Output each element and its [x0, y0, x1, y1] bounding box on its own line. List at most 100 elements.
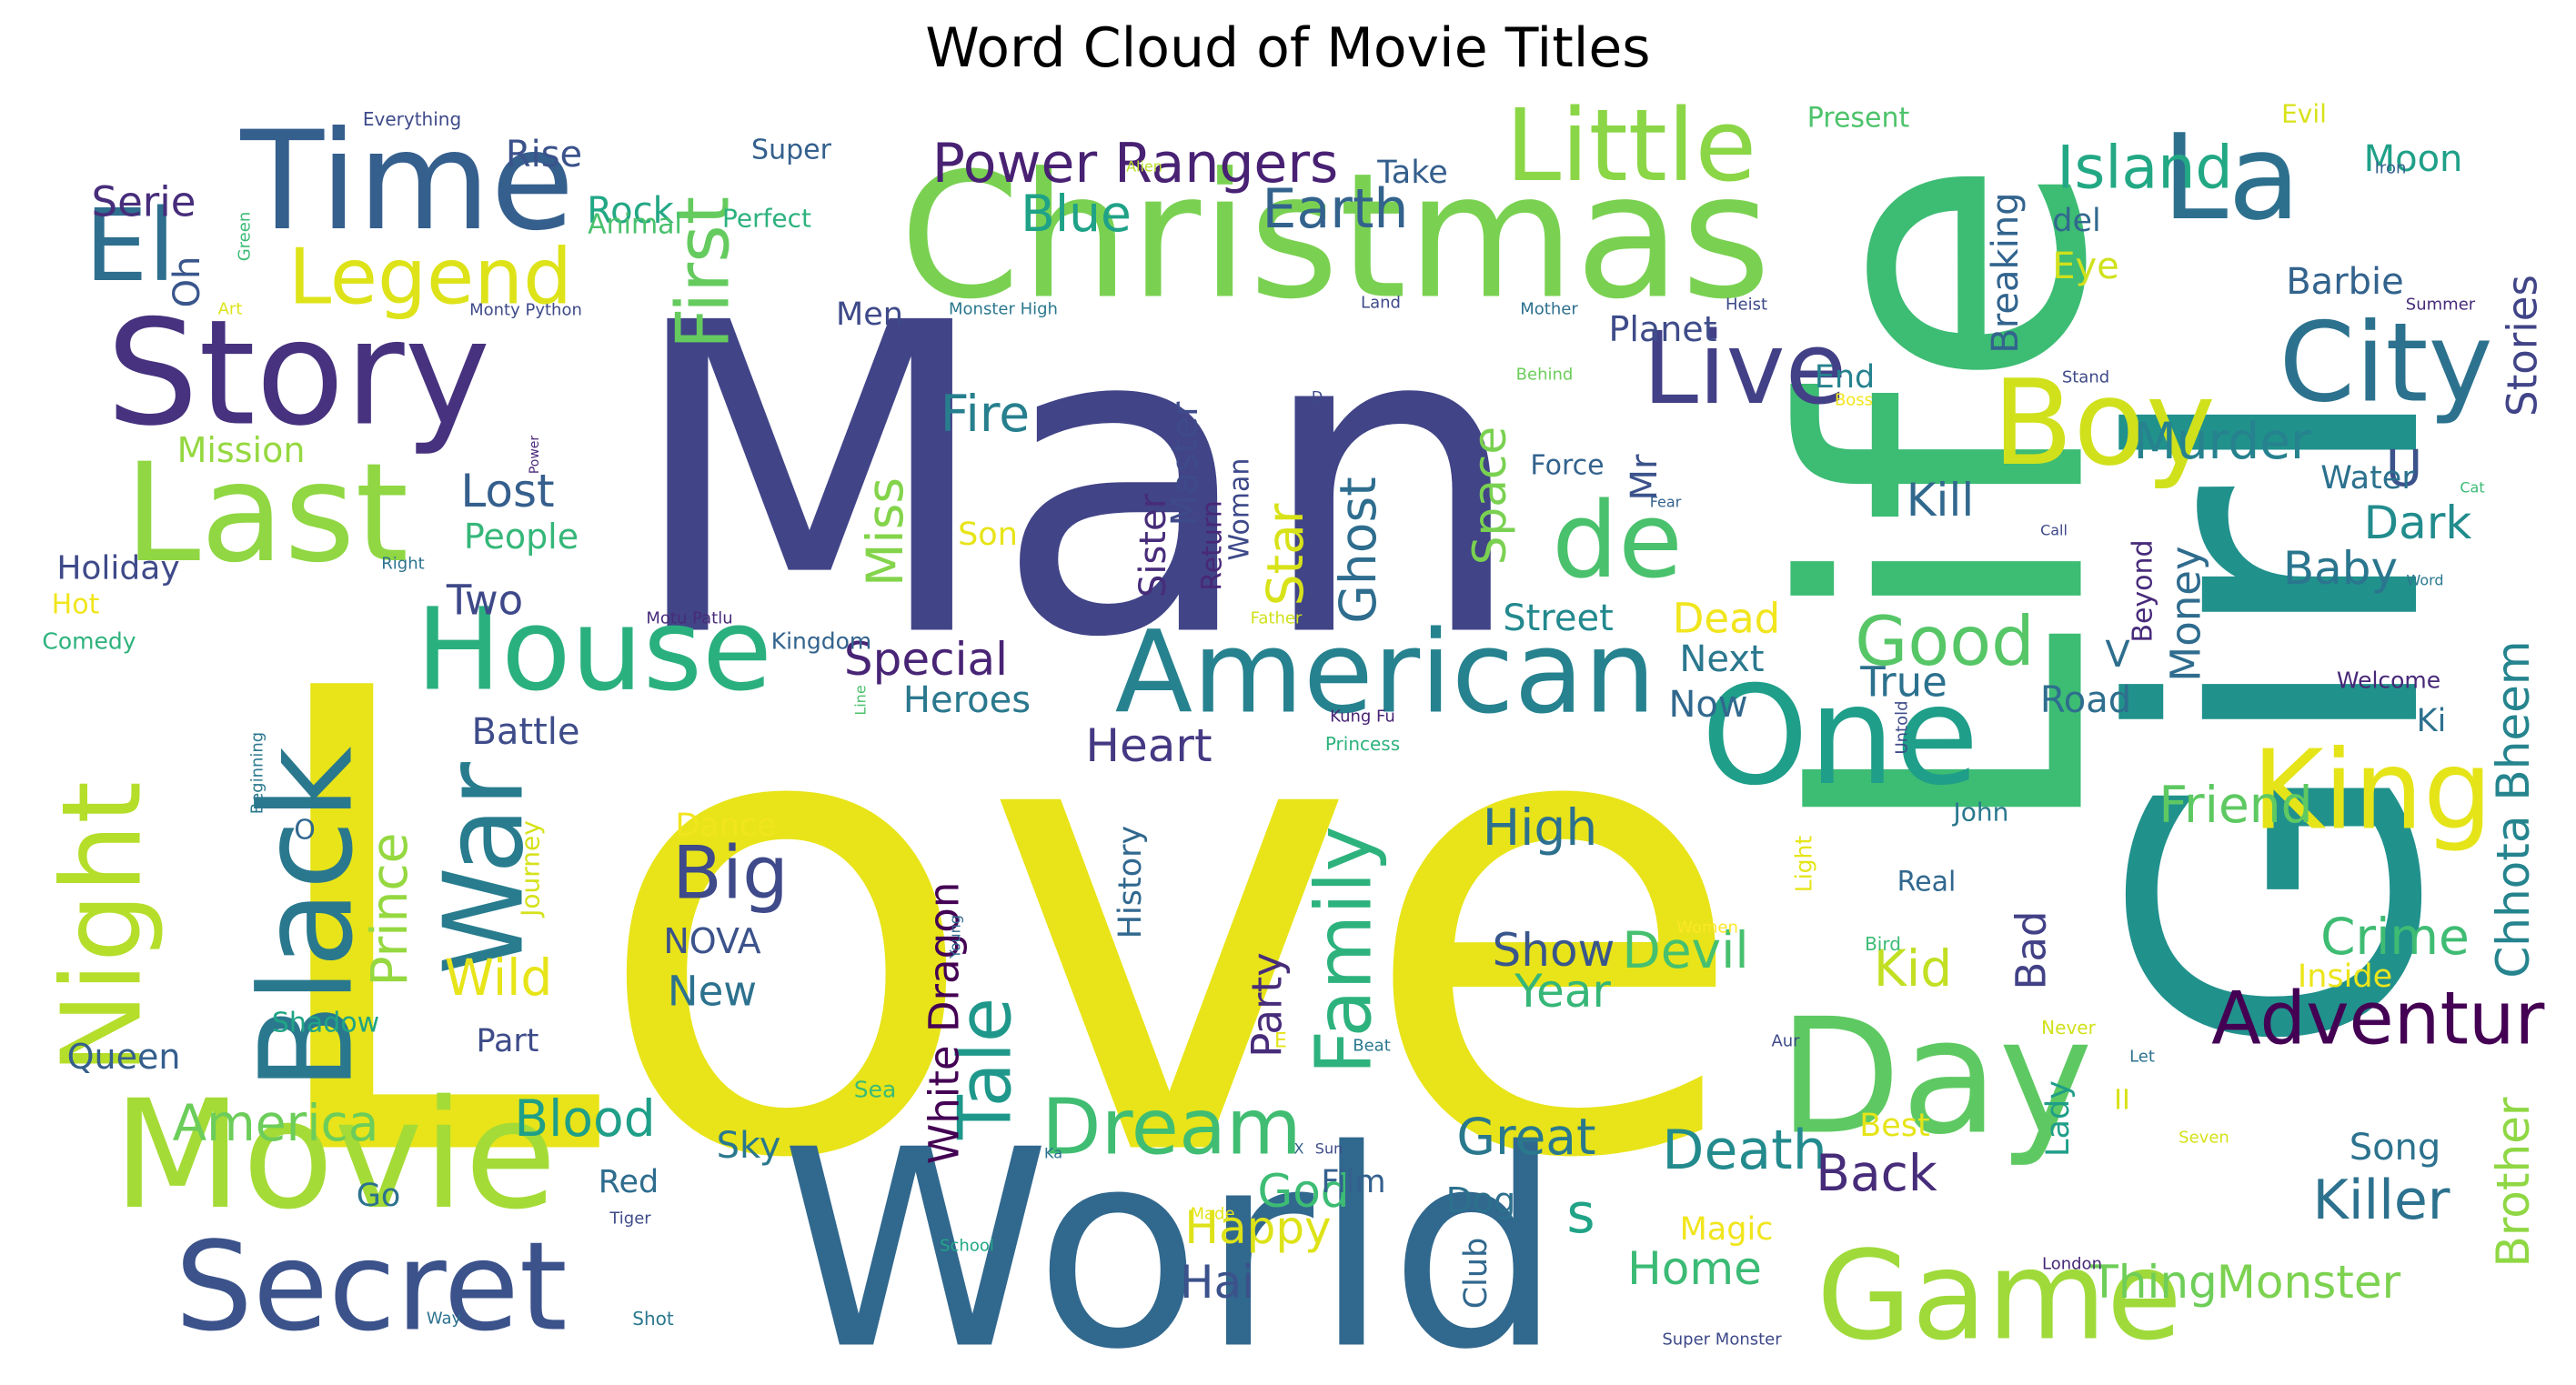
- word-red: Red: [599, 1164, 659, 1200]
- word-god: God: [1257, 1165, 1349, 1218]
- word-movie: Movie: [113, 1068, 557, 1242]
- word-back: Back: [1816, 1144, 1937, 1202]
- word-journey: Journey: [516, 820, 546, 918]
- word-iron: Iron: [2375, 159, 2407, 178]
- word-miss: Miss: [856, 477, 914, 587]
- word-inside: Inside: [2298, 958, 2392, 995]
- word-secret: Secret: [175, 1216, 568, 1359]
- word-animal: Animal: [588, 209, 682, 241]
- word-one: One: [1701, 657, 1978, 816]
- word-true: True: [1859, 658, 1947, 707]
- word-best: Best: [1859, 1108, 1930, 1144]
- word-murder: Murder: [2133, 412, 2311, 470]
- word-dead: Dead: [1673, 595, 1780, 643]
- word-earth: Earth: [1263, 177, 1409, 241]
- word-devil: Devil: [1622, 921, 1748, 979]
- word-love: Love: [248, 557, 1750, 1299]
- word-alien: Alien: [1126, 158, 1162, 176]
- word-big: Big: [672, 831, 789, 916]
- word-blue: Blue: [1021, 185, 1132, 243]
- word-o: O: [294, 815, 316, 847]
- word-battle: Battle: [471, 711, 579, 753]
- word-dark: Dark: [2364, 497, 2472, 549]
- word-man: Man: [625, 234, 1526, 731]
- word-mother: Mother: [1520, 300, 1578, 319]
- word-wild: Wild: [445, 948, 553, 1007]
- word-day: Day: [1778, 986, 2093, 1170]
- word-princess: Princess: [1325, 733, 1400, 755]
- word-heist: Heist: [1726, 296, 1767, 315]
- word-de: de: [1552, 480, 1683, 602]
- word-call: Call: [2040, 522, 2068, 539]
- word-history: History: [1112, 826, 1149, 939]
- word-lady: Lady: [2040, 1080, 2077, 1157]
- word-death: Death: [1662, 1119, 1826, 1182]
- word-game: Game: [1816, 1225, 2182, 1365]
- word-sister: Sister: [1132, 493, 1174, 597]
- word-hai: Hai: [1180, 1256, 1254, 1309]
- word-fire: Fire: [941, 385, 1030, 443]
- chart-title: Word Cloud of Movie Titles: [925, 16, 1651, 80]
- word-men: Men: [836, 296, 903, 333]
- word-thing: Thing: [2089, 1256, 2218, 1309]
- word-power: Power: [528, 436, 542, 475]
- word-word: Word: [2406, 572, 2443, 589]
- word-el: El: [85, 187, 176, 304]
- word-eye: Eye: [2052, 246, 2119, 287]
- word-london: London: [2042, 1255, 2102, 1274]
- word-hot: Hot: [52, 589, 100, 621]
- word-nova: NOVA: [663, 921, 760, 961]
- word-u: U: [2386, 439, 2422, 497]
- word-sky: Sky: [717, 1125, 781, 1167]
- word-war: War: [422, 761, 548, 975]
- word-christmas: Christmas: [900, 136, 1771, 337]
- word-beat: Beat: [1353, 1037, 1391, 1056]
- word-great: Great: [1456, 1108, 1595, 1166]
- word-father: Father: [1251, 609, 1303, 628]
- word-untold: Untold: [1893, 700, 1912, 754]
- word-force: Force: [1530, 450, 1604, 482]
- word-way: Way: [427, 1310, 462, 1329]
- word-tiger: Tiger: [609, 1209, 651, 1229]
- word-people: People: [464, 517, 579, 557]
- word-x: X: [1294, 1140, 1304, 1158]
- word-holiday: Holiday: [56, 550, 179, 587]
- word-real: Real: [1897, 867, 1957, 898]
- word-summer: Summer: [2406, 296, 2476, 315]
- word-friend: Friend: [2158, 776, 2312, 834]
- word-land: Land: [1361, 294, 1401, 313]
- word-killer: Killer: [2313, 1169, 2450, 1232]
- word-kill: Kill: [1907, 474, 1974, 527]
- word-moon: Moon: [2364, 138, 2463, 180]
- word-made: Made: [1190, 1205, 1234, 1224]
- word-money: Money: [2162, 546, 2210, 681]
- word-present: Present: [1807, 103, 1910, 135]
- word-school: School: [940, 1237, 994, 1256]
- word-little: Little: [1505, 91, 1756, 204]
- word-good: Good: [1855, 601, 2035, 681]
- word-live: Live: [1643, 310, 1847, 427]
- word-street: Street: [1503, 597, 1614, 639]
- word-john: John: [1952, 798, 2009, 828]
- word-year: Year: [1514, 965, 1611, 1018]
- word-kid: Kid: [1874, 939, 1952, 998]
- word-v: V: [2105, 634, 2130, 676]
- word-house: House: [416, 585, 772, 717]
- word-space: Space: [1464, 427, 1516, 565]
- word-white-dragon: White Dragon: [921, 882, 969, 1165]
- word-home: Home: [1627, 1242, 1762, 1295]
- word-time: Time: [239, 103, 574, 261]
- word-e: E: [1274, 1030, 1287, 1053]
- word-rise: Rise: [506, 134, 582, 176]
- word-chhota-bheem: Chhota Bheem: [2487, 640, 2540, 978]
- word-legend: Legend: [288, 233, 572, 323]
- word-happy: Happy: [1184, 1201, 1331, 1254]
- word-ii: II: [2114, 1085, 2130, 1117]
- word-breaking: Breaking: [1985, 192, 2027, 353]
- word-heroes: Heroes: [903, 679, 1031, 721]
- word-baby: Baby: [2283, 542, 2398, 595]
- word-sun: Sun: [1315, 1140, 1343, 1158]
- word-prince: Prince: [360, 832, 418, 986]
- word-return: Return: [1197, 500, 1229, 591]
- word-crime: Crime: [2320, 908, 2470, 966]
